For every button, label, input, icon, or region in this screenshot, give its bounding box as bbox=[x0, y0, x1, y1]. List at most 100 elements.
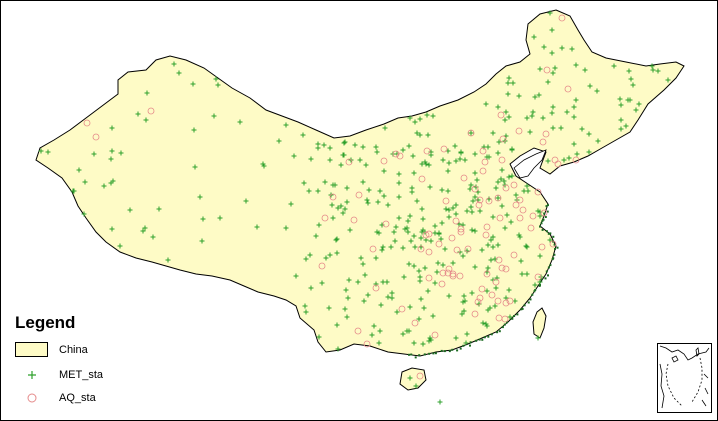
aq-station-marker bbox=[442, 197, 450, 205]
met-station-marker bbox=[506, 287, 512, 293]
met-station-marker bbox=[547, 10, 553, 16]
met-station-marker bbox=[407, 115, 413, 121]
coastal-station-cluster bbox=[516, 313, 519, 316]
met-station-marker bbox=[453, 211, 459, 217]
met-station-marker bbox=[333, 237, 339, 243]
coastal-station-cluster bbox=[544, 216, 547, 218]
met-station-marker bbox=[537, 279, 543, 285]
met-station-marker bbox=[492, 256, 498, 262]
coast-layer bbox=[408, 204, 559, 359]
aq-station-marker bbox=[355, 191, 363, 199]
met-station-marker bbox=[446, 293, 452, 299]
aq-station-marker bbox=[476, 294, 484, 302]
aq-station-marker bbox=[497, 111, 505, 119]
met-station-marker bbox=[561, 157, 567, 163]
aq-station-marker bbox=[417, 245, 425, 253]
met-station-marker bbox=[442, 246, 448, 252]
aq-station-marker bbox=[502, 265, 510, 273]
legend-label-aq: AQ_sta bbox=[59, 392, 96, 404]
aq-station-marker bbox=[445, 265, 453, 273]
met-station-marker bbox=[475, 197, 481, 203]
met-station-marker bbox=[495, 179, 501, 185]
met-station-marker bbox=[373, 255, 379, 261]
aq-station-marker bbox=[539, 138, 547, 146]
met-station-marker bbox=[506, 174, 512, 180]
met-station-marker bbox=[416, 316, 422, 322]
coastal-station-cluster bbox=[546, 210, 549, 213]
met-station-marker bbox=[524, 115, 530, 121]
met-station-marker bbox=[217, 215, 223, 221]
met-station-marker bbox=[435, 260, 441, 266]
met-station-marker bbox=[525, 188, 531, 194]
coastal-station-cluster bbox=[538, 284, 541, 287]
met-station-marker bbox=[464, 208, 470, 214]
legend-title: Legend bbox=[15, 313, 76, 332]
met-station-marker bbox=[389, 295, 395, 301]
met-station-marker bbox=[496, 139, 502, 145]
met-station-marker bbox=[586, 131, 592, 137]
met-station-marker bbox=[365, 292, 371, 298]
aq-station-marker bbox=[418, 175, 426, 183]
met-station-marker bbox=[405, 218, 411, 224]
aq-station-marker bbox=[495, 314, 503, 322]
met-station-marker bbox=[306, 188, 312, 194]
met-station-marker bbox=[346, 277, 352, 283]
met-station-marker bbox=[396, 180, 402, 186]
met-station-marker bbox=[484, 154, 490, 160]
aq-station-marker bbox=[431, 331, 439, 339]
met-station-marker bbox=[532, 282, 538, 288]
met-station-marker bbox=[369, 332, 375, 338]
aq-station-marker bbox=[494, 194, 502, 202]
met-station-marker bbox=[518, 258, 524, 264]
met-station-marker bbox=[630, 82, 636, 88]
coastal-station-cluster bbox=[462, 344, 465, 347]
met-station-marker bbox=[276, 138, 282, 144]
aq-station-marker bbox=[452, 217, 460, 225]
met-station-marker bbox=[428, 152, 434, 158]
met-station-marker bbox=[335, 346, 341, 352]
met-station-marker bbox=[300, 132, 306, 138]
hainan-island bbox=[399, 367, 427, 391]
met-station-marker bbox=[569, 46, 575, 52]
coastal-station-cluster bbox=[498, 330, 501, 333]
met-station-marker bbox=[462, 157, 468, 163]
met-station-marker bbox=[535, 335, 541, 341]
aq-station-marker bbox=[564, 85, 572, 93]
met-station-marker bbox=[307, 252, 313, 258]
met-station-marker bbox=[430, 313, 436, 319]
met-station-marker bbox=[618, 102, 624, 108]
aq-station-marker bbox=[354, 327, 362, 335]
met-station-marker bbox=[582, 67, 588, 73]
met-station-marker bbox=[211, 113, 217, 119]
met-station-marker bbox=[469, 290, 475, 296]
met-station-marker bbox=[422, 265, 428, 271]
met-station-marker bbox=[330, 215, 336, 221]
met-station-marker bbox=[379, 222, 385, 228]
met-station-marker bbox=[407, 213, 413, 219]
aq-station-marker bbox=[498, 264, 506, 272]
met-station-marker bbox=[424, 112, 430, 118]
met-station-marker bbox=[108, 156, 114, 162]
met-station-marker bbox=[375, 199, 381, 205]
met-station-marker bbox=[109, 226, 115, 232]
aq-station-marker bbox=[372, 284, 380, 292]
aq-station-marker bbox=[529, 212, 537, 220]
met-station-marker bbox=[540, 115, 546, 121]
met-station-marker bbox=[303, 309, 309, 315]
coastal-station-cluster bbox=[529, 298, 532, 301]
aq-station-marker bbox=[318, 262, 326, 270]
coastal-station-cluster bbox=[554, 248, 556, 250]
met-station-marker bbox=[477, 208, 483, 214]
met-station-marker bbox=[571, 104, 577, 110]
aq-station-marker bbox=[382, 220, 390, 228]
coastal-station-cluster bbox=[551, 258, 554, 261]
met-station-marker bbox=[347, 227, 353, 233]
met-station-marker bbox=[665, 77, 671, 83]
met-station-marker bbox=[411, 233, 417, 239]
aq-station-marker bbox=[425, 274, 433, 282]
aq-station-layer bbox=[83, 14, 580, 380]
met-station-marker bbox=[156, 206, 162, 212]
met-station-marker bbox=[462, 298, 468, 304]
met-station-marker bbox=[127, 207, 133, 213]
